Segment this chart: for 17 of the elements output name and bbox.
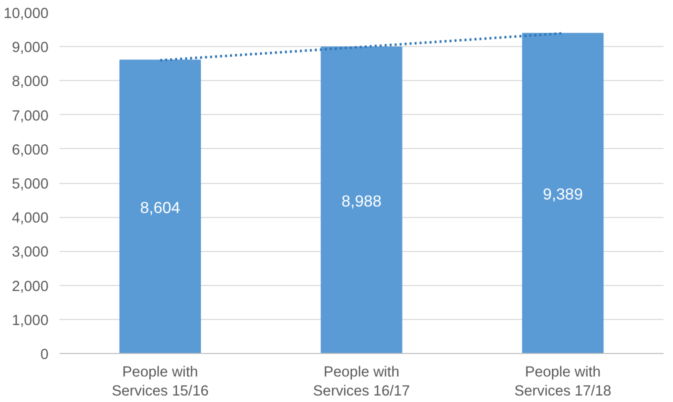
y-tick-label: 0 bbox=[40, 347, 49, 363]
x-tick-label: People with Services 15/16 bbox=[112, 364, 209, 400]
y-tick-label: 7,000 bbox=[12, 108, 49, 124]
y-tick-label: 2,000 bbox=[12, 278, 49, 295]
data-label: 8,604 bbox=[140, 200, 180, 217]
x-tick-label: People with Services 17/18 bbox=[514, 364, 612, 400]
y-tick-label: 3,000 bbox=[12, 244, 49, 261]
y-tick-label: 9,000 bbox=[12, 40, 49, 56]
y-tick-label: 6,000 bbox=[12, 142, 49, 158]
y-tick-label: 1,000 bbox=[12, 312, 49, 329]
y-tick-label: 10,000 bbox=[4, 6, 48, 22]
x-tick-label: People with Services 16/17 bbox=[313, 364, 410, 400]
data-label: 8,988 bbox=[341, 193, 382, 210]
y-tick-label: 5,000 bbox=[12, 176, 49, 192]
data-label: 9,389 bbox=[542, 186, 583, 204]
y-tick-label: 8,000 bbox=[12, 74, 49, 90]
y-tick-label: 4,000 bbox=[12, 210, 49, 227]
